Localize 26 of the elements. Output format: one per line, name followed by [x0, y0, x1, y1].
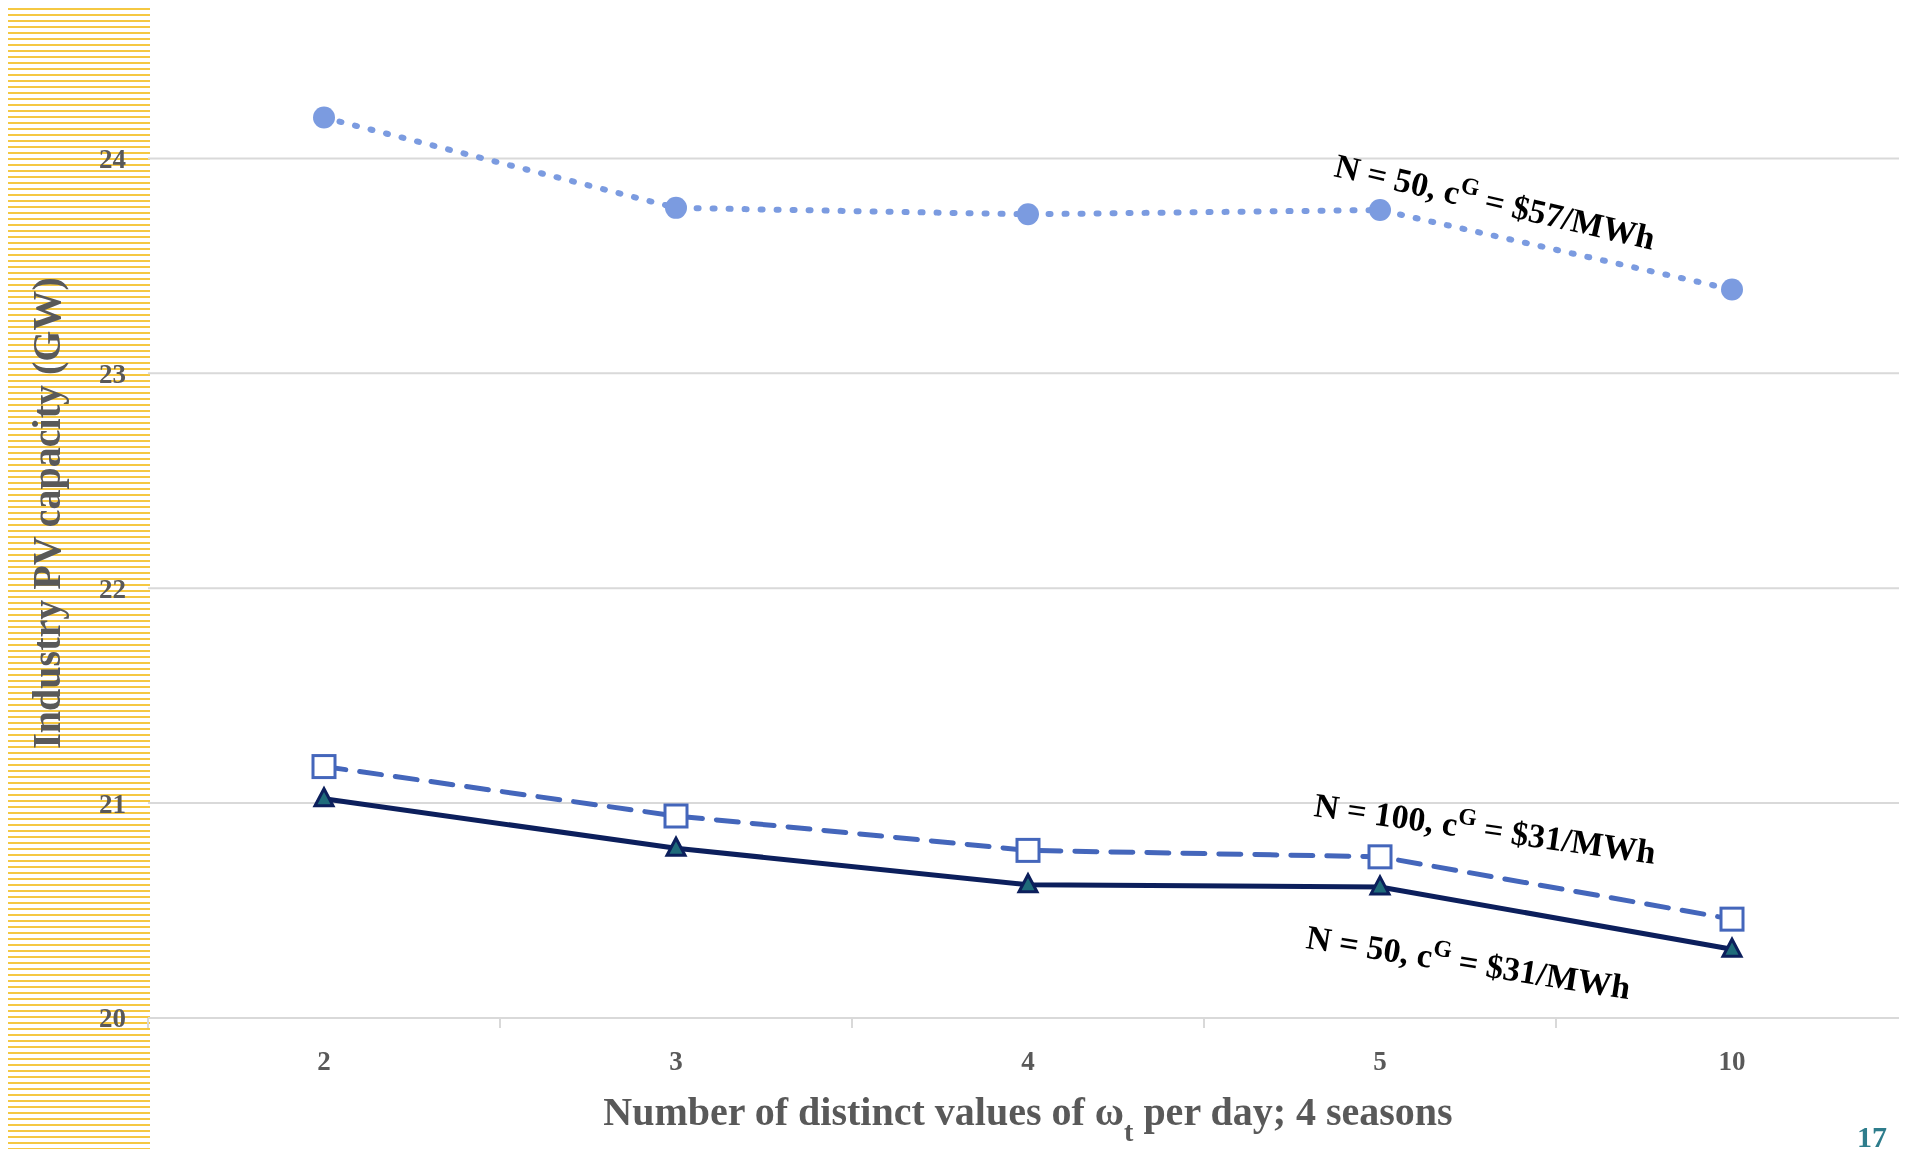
x-tick-label: 2 — [317, 1046, 331, 1076]
annotation: N = 50, c$^{G}$ = $57/MWh — [1331, 146, 1659, 257]
annotation: N = 50, c$^{G}$ = $31/MWh — [1303, 918, 1634, 1007]
point — [311, 754, 337, 780]
point — [1721, 937, 1743, 958]
point — [1369, 875, 1391, 896]
point — [665, 836, 687, 857]
x-tick-label: 5 — [1373, 1046, 1387, 1076]
point — [665, 196, 687, 219]
x-axis-title: Number of distinct values of ω$_{t}$ per day; 4 seasons — [603, 1089, 1453, 1147]
point — [1721, 278, 1743, 301]
point — [313, 106, 335, 129]
y-axis-title: Industry PV capacity (GW) — [24, 277, 69, 749]
point — [1015, 837, 1041, 863]
point — [1719, 906, 1745, 932]
point — [313, 787, 335, 808]
x-tick-label: 10 — [1718, 1046, 1746, 1076]
point — [1017, 873, 1039, 894]
annotation: N = 100, c$^{G}$ = $31/MWh — [1312, 786, 1659, 871]
x-tick-label: 3 — [669, 1046, 683, 1076]
point — [1367, 844, 1393, 870]
point — [663, 803, 689, 829]
x-tick-label: 4 — [1021, 1046, 1035, 1076]
text: 17 — [1857, 1120, 1887, 1149]
point — [1017, 203, 1039, 226]
point — [1369, 199, 1391, 221]
